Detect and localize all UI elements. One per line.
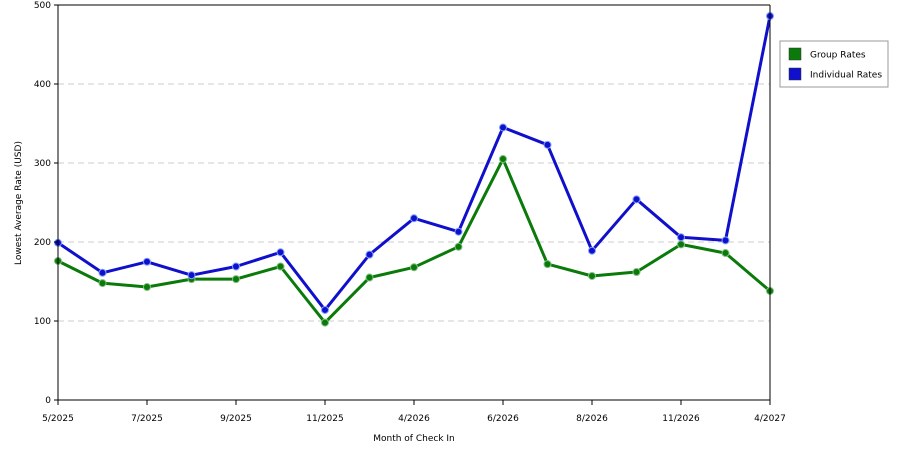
data-point bbox=[677, 233, 685, 242]
data-point bbox=[143, 283, 151, 292]
data-point bbox=[365, 250, 374, 259]
data-point bbox=[588, 271, 596, 280]
data-point bbox=[632, 195, 641, 204]
data-point bbox=[677, 240, 685, 249]
x-tick-label: 8/2026 bbox=[576, 414, 608, 424]
x-tick-labels: 5/2025 7/2025 9/2025 11/2025 4/2026 6/2026 8/2… bbox=[42, 414, 786, 424]
data-point bbox=[454, 227, 463, 236]
data-point bbox=[187, 271, 196, 280]
legend-swatch bbox=[788, 67, 802, 81]
x-tick-label: 4/2027 bbox=[754, 414, 786, 424]
data-point bbox=[321, 305, 329, 314]
y-tick-label: 100 bbox=[34, 317, 51, 327]
legend-label: Individual Rates bbox=[810, 71, 882, 81]
x-tick-label: 4/2026 bbox=[398, 414, 430, 424]
data-point bbox=[232, 262, 240, 271]
gridlines bbox=[58, 83, 770, 322]
series-individual-rates bbox=[54, 12, 774, 314]
y-tick-label: 0 bbox=[45, 396, 51, 406]
data-point bbox=[721, 236, 730, 245]
data-point bbox=[632, 268, 641, 277]
series-group-rates bbox=[54, 155, 774, 327]
axes bbox=[54, 4, 771, 405]
data-point bbox=[410, 214, 418, 223]
data-point bbox=[499, 123, 507, 132]
y-axis-title: Lowest Average Rate (USD) bbox=[14, 141, 24, 265]
data-point bbox=[232, 275, 240, 284]
x-tick-label: 5/2025 bbox=[42, 414, 74, 424]
data-point bbox=[543, 140, 552, 149]
data-point bbox=[276, 262, 285, 271]
data-point bbox=[543, 260, 552, 269]
legend-label: Group Rates bbox=[810, 51, 866, 61]
x-tick-label: 7/2025 bbox=[131, 414, 163, 424]
data-point bbox=[588, 246, 596, 255]
data-point bbox=[143, 257, 151, 266]
y-tick-labels: 0 100 200 300 400 500 bbox=[34, 1, 51, 406]
legend: Group Rates Individual Rates bbox=[779, 40, 889, 88]
y-tick-label: 500 bbox=[34, 1, 51, 11]
x-tick-label: 11/2025 bbox=[306, 414, 343, 424]
data-point bbox=[98, 279, 107, 288]
y-tick-label: 300 bbox=[34, 159, 51, 169]
series-line bbox=[57, 157, 771, 325]
y-tick-label: 200 bbox=[34, 238, 51, 248]
data-point bbox=[98, 268, 107, 277]
data-point bbox=[276, 248, 285, 257]
data-point bbox=[499, 155, 507, 164]
data-point bbox=[321, 318, 329, 327]
y-tick-label: 400 bbox=[34, 80, 51, 90]
x-tick-label: 6/2026 bbox=[487, 414, 519, 424]
legend-swatch bbox=[788, 47, 802, 61]
data-point bbox=[365, 273, 374, 282]
data-point bbox=[721, 249, 730, 258]
data-point bbox=[454, 242, 463, 251]
x-tick-label: 11/2026 bbox=[662, 414, 700, 424]
data-point bbox=[410, 263, 418, 272]
x-tick-label: 9/2025 bbox=[220, 414, 252, 424]
series-layer bbox=[54, 12, 774, 327]
x-axis-title: Month of Check In bbox=[373, 434, 455, 444]
